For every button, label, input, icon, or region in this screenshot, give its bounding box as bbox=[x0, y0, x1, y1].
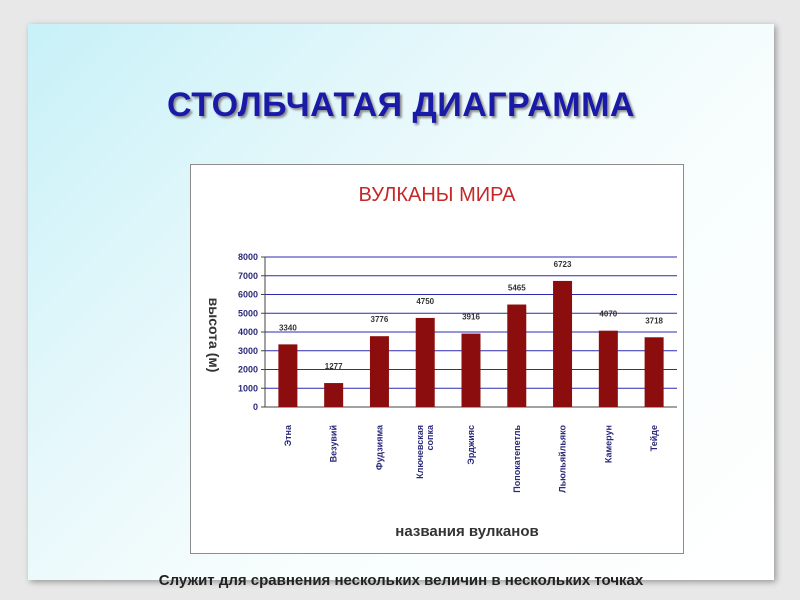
data-label: 4070 bbox=[599, 310, 617, 319]
bar bbox=[324, 383, 344, 407]
bar bbox=[369, 336, 389, 407]
y-tick-label: 8000 bbox=[238, 252, 258, 262]
x-tick-label: Фудзияма bbox=[374, 424, 384, 470]
y-tick-label: 6000 bbox=[238, 290, 258, 300]
x-tick-label: Везувий bbox=[329, 425, 339, 462]
bar-chart: ВУЛКАНЫ МИРА 0 1000 2000 3000 4000 5000 6000 70… bbox=[206, 184, 677, 540]
x-tick-label: Камерун bbox=[603, 425, 613, 463]
data-label: 6723 bbox=[554, 260, 572, 269]
bar bbox=[507, 304, 527, 407]
x-tick-label: Льюльяйльяко bbox=[558, 425, 568, 493]
bar bbox=[461, 333, 481, 407]
data-label: 3340 bbox=[279, 323, 297, 332]
data-label: 3776 bbox=[371, 315, 389, 324]
y-axis-label: высота (м) bbox=[206, 298, 222, 373]
x-tick-label: Тейде bbox=[649, 425, 659, 451]
bar bbox=[278, 344, 298, 407]
bar bbox=[415, 317, 435, 407]
x-tick-label: Попокатепетль bbox=[512, 425, 522, 493]
bar bbox=[553, 280, 573, 407]
data-label: 3718 bbox=[645, 316, 663, 325]
y-tick-label: 0 bbox=[253, 402, 258, 412]
bar bbox=[644, 337, 664, 407]
data-label: 5465 bbox=[508, 284, 526, 293]
bar bbox=[598, 330, 618, 407]
data-label: 4750 bbox=[416, 297, 434, 306]
chart-container: ВУЛКАНЫ МИРА 0 1000 2000 3000 4000 5000 6000 70… bbox=[190, 164, 684, 554]
slide: СТОЛБЧАТАЯ ДИАГРАММА ВУЛКАНЫ МИРА 0 1000 2… bbox=[28, 24, 774, 589]
x-axis-label: названия вулканов bbox=[395, 523, 538, 540]
slide-caption: Служит для сравнения нескольких величин … bbox=[158, 572, 644, 589]
y-tick-label: 2000 bbox=[238, 365, 258, 375]
data-label: 3916 bbox=[462, 313, 480, 322]
slide-title: СТОЛБЧАТАЯ ДИАГРАММА bbox=[167, 86, 635, 124]
y-tick-label: 5000 bbox=[238, 308, 258, 318]
x-tick-label: Этна bbox=[283, 424, 293, 446]
y-tick-label: 3000 bbox=[238, 346, 258, 356]
chart-title: ВУЛКАНЫ МИРА bbox=[359, 184, 517, 206]
y-tick-label: 4000 bbox=[238, 327, 258, 337]
x-tick-label: Ключевскаясопка bbox=[415, 424, 435, 479]
data-label: 1277 bbox=[325, 362, 343, 371]
x-tick-label: Эрджияс bbox=[466, 425, 476, 465]
y-tick-label: 7000 bbox=[238, 271, 258, 281]
y-tick-label: 1000 bbox=[238, 383, 258, 393]
